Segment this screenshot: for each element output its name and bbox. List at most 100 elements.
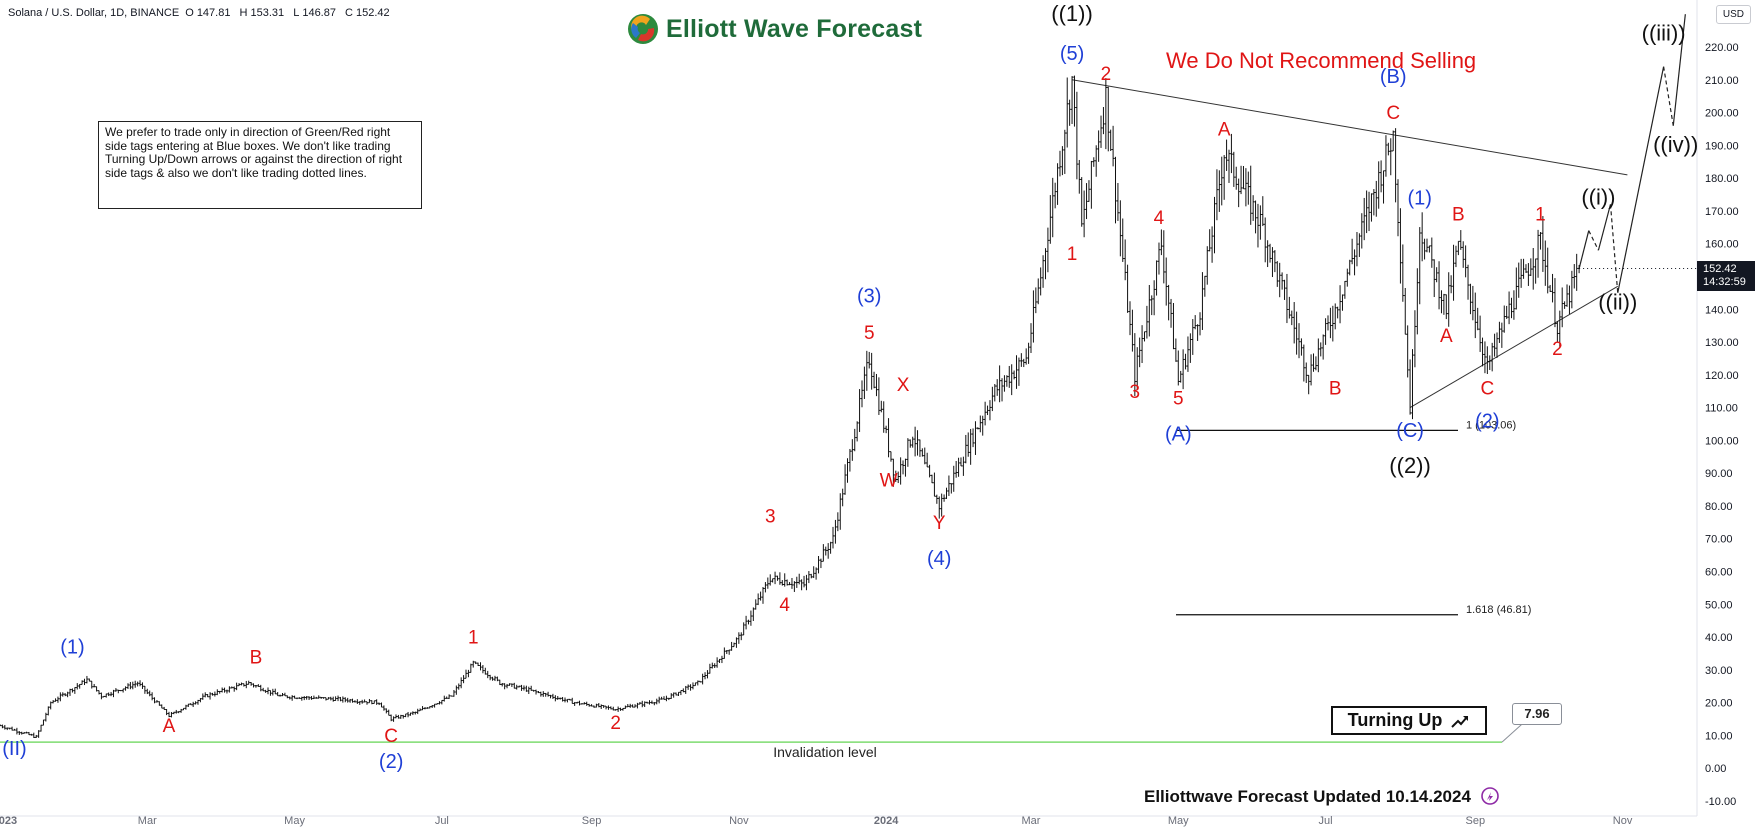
x-tick-label: Nov <box>1613 815 1633 827</box>
wave-label: (A) <box>1165 423 1192 445</box>
headline: We Do Not Recommend Selling <box>1166 48 1477 73</box>
x-tick-label: Mar <box>138 815 157 827</box>
y-tick-label: 90.00 <box>1705 468 1733 480</box>
wave-label: 2 <box>1552 339 1563 360</box>
x-tick-label: Sep <box>582 815 602 827</box>
x-tick-label: Jul <box>1319 815 1333 827</box>
x-tick-label: 2024 <box>874 815 899 827</box>
wave-label: 5 <box>1173 388 1184 409</box>
y-tick-label: 140.00 <box>1705 304 1739 316</box>
open-label: O <box>185 7 194 19</box>
wave-label: ((iv)) <box>1653 132 1698 157</box>
y-tick-label: -10.00 <box>1705 796 1736 808</box>
y-tick-label: 120.00 <box>1705 370 1739 382</box>
close-label: C <box>345 7 353 19</box>
wave-label: 1 <box>468 628 479 649</box>
projection-segment <box>1609 204 1619 293</box>
x-tick-label: Nov <box>729 815 749 827</box>
y-tick-label: 100.00 <box>1705 435 1739 447</box>
last-price-value: 152.42 <box>1703 263 1737 275</box>
wave-label: B <box>250 647 263 668</box>
wave-label: 5 <box>864 323 875 344</box>
x-tick-label: 2023 <box>0 815 17 827</box>
levels: Invalidation level 1 (103.06) 1.618 (46.81… <box>0 79 1628 760</box>
projection-segment <box>1672 14 1686 126</box>
wave-label: B <box>1329 378 1342 399</box>
wave-label: 4 <box>1154 208 1165 229</box>
trading-notice: We prefer to trade only in direction of … <box>98 121 422 209</box>
turning-label: Turning Up <box>1347 710 1443 730</box>
ohlc-header: Solana / U.S. Dollar, 1D, BINANCE O 147.8… <box>8 7 396 19</box>
y-tick-label: 180.00 <box>1705 173 1739 185</box>
wave-label: (2) <box>379 751 403 773</box>
updated-footer: Elliottwave Forecast Updated 10.14.2024 <box>1144 786 1500 807</box>
logo-text: Elliott Wave Forecast <box>666 14 923 43</box>
high-label: H <box>239 7 248 19</box>
wave-label: Y <box>933 513 946 534</box>
x-tick-label: May <box>1168 815 1189 827</box>
wave-label: (C) <box>1396 420 1424 442</box>
wave-label: A <box>163 716 176 737</box>
wave-label: (1) <box>1408 187 1432 209</box>
wave-label: X <box>897 375 910 396</box>
wave-label: ((i)) <box>1581 184 1615 209</box>
y-tick-label: 10.00 <box>1705 730 1733 742</box>
x-tick-label: Jul <box>435 815 449 827</box>
wave-label: 3 <box>1130 382 1141 403</box>
wave-label: A <box>1218 120 1231 141</box>
y-tick-label: 200.00 <box>1705 108 1739 120</box>
wave-label: (II) <box>2 738 26 760</box>
wave-label: 4 <box>779 595 790 616</box>
invalidation-connector <box>1501 723 1523 743</box>
wave-label: (4) <box>927 548 951 570</box>
wave-label: (5) <box>1060 43 1084 65</box>
projection-segment <box>1597 204 1612 251</box>
trendline <box>1071 79 1628 176</box>
logo-icon <box>628 14 658 44</box>
y-tick-label: 20.00 <box>1705 698 1733 710</box>
wave-label: ((1)) <box>1051 1 1093 26</box>
projection-segment <box>1663 66 1674 126</box>
fib-level-label: 1.618 (46.81) <box>1466 604 1531 616</box>
close-value: 152.42 <box>356 7 390 19</box>
projection-segment <box>1578 230 1590 269</box>
logo: Elliott Wave Forecast <box>626 12 922 46</box>
wave-label: 3 <box>765 506 776 527</box>
y-tick-label: 50.00 <box>1705 599 1733 611</box>
y-tick-label: 0.00 <box>1705 763 1726 775</box>
y-tick-label: 40.00 <box>1705 632 1733 644</box>
low-label: L <box>293 7 300 19</box>
wave-label: ((ii)) <box>1598 289 1637 314</box>
projection-segment <box>1588 230 1599 251</box>
wave-labels: (II) (1) A B C (2) 1 2 3 4 (3) 5 X W Y (4) ((1)) (5) 2 1 3 4 5… <box>2 1 1698 773</box>
y-tick-label: 220.00 <box>1705 42 1739 54</box>
wave-label: ((2)) <box>1389 453 1431 478</box>
wave-label: B <box>1452 205 1465 226</box>
x-tick-label: May <box>284 815 305 827</box>
logo-mark-icon <box>1480 787 1499 805</box>
invalidation-label: Invalidation level <box>773 744 877 760</box>
fib-level-label: 1 (103.06) <box>1466 419 1516 431</box>
last-price-tag: 152.42 14:32:59 <box>1697 261 1755 291</box>
wave-label: A <box>1440 326 1453 347</box>
y-tick-label: 80.00 <box>1705 501 1733 513</box>
x-tick-label: Mar <box>1022 815 1041 827</box>
low-value: 146.87 <box>302 7 336 19</box>
wave-label: (2) <box>1475 410 1499 432</box>
wave-label: C <box>384 726 398 747</box>
currency-label[interactable]: USD <box>1715 5 1751 24</box>
wave-label: 2 <box>1101 64 1112 85</box>
high-value: 153.31 <box>250 7 285 19</box>
wave-label: 1 <box>1535 205 1546 226</box>
projection-segment <box>1617 66 1665 293</box>
y-tick-label: 210.00 <box>1705 75 1739 87</box>
turning-up-box: Turning Up <box>1331 706 1487 735</box>
updated-text: Elliottwave Forecast Updated 10.14.2024 <box>1144 787 1471 806</box>
bar-countdown: 14:32:59 <box>1703 276 1746 288</box>
wave-label: C <box>1480 378 1494 399</box>
wave-label: (3) <box>857 286 881 308</box>
y-tick-label: 70.00 <box>1705 534 1733 546</box>
symbol-label: Solana / U.S. Dollar, 1D, BINANCE <box>8 7 180 19</box>
wave-label: C <box>1386 103 1400 124</box>
